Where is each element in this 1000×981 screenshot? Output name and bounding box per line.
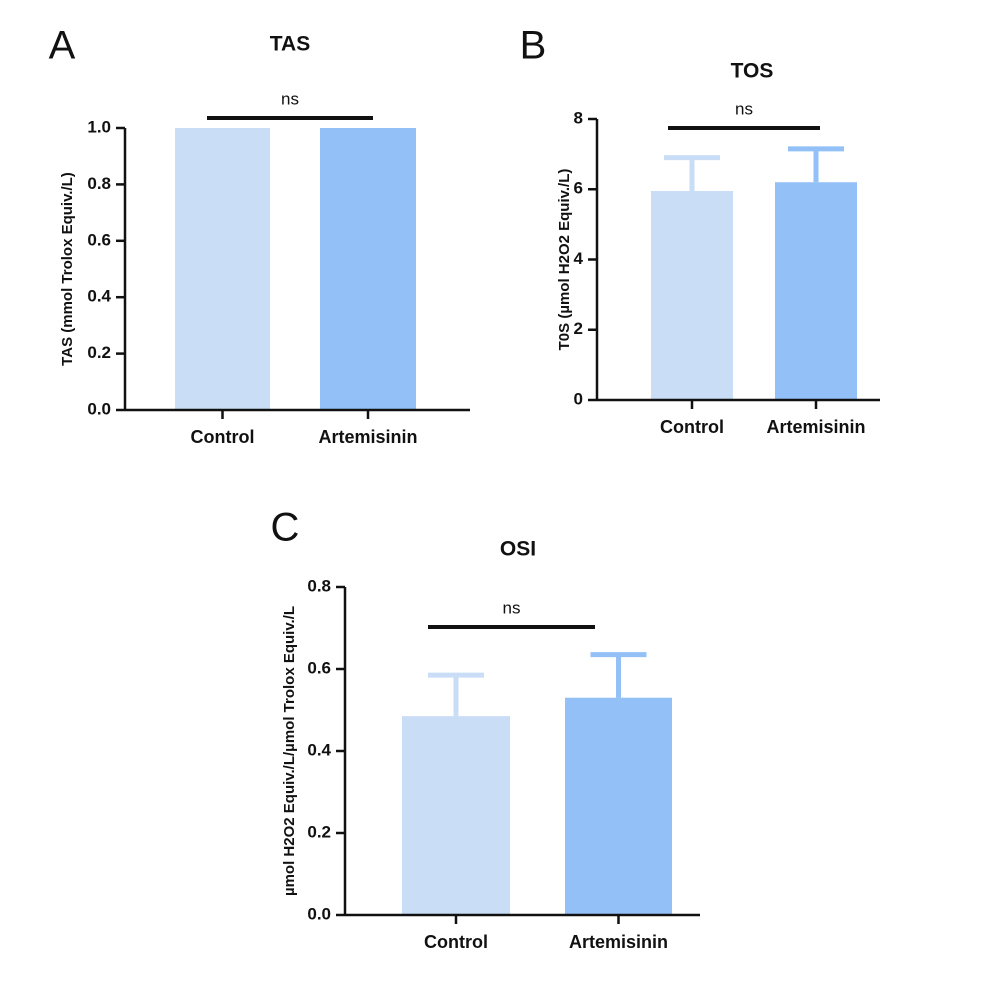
x-tick-label: Control: [424, 932, 488, 952]
y-axis-label: T0S (µmol H2O2 Equiv./L): [556, 169, 573, 351]
y-tick-label: 0.4: [87, 287, 111, 306]
significance-label: ns: [281, 89, 299, 108]
x-tick-label: Artemisinin: [318, 427, 417, 447]
y-tick-label: 0.8: [307, 576, 331, 595]
y-tick-label: 0.8: [87, 174, 111, 193]
y-tick-label: 0.6: [307, 658, 331, 677]
panel-label: C: [271, 506, 300, 550]
bar: [651, 191, 733, 400]
bar: [775, 182, 857, 400]
y-tick-label: 0.0: [307, 904, 331, 923]
y-tick-label: 0.4: [307, 740, 331, 759]
x-tick-label: Control: [660, 417, 724, 437]
panel-label: B: [520, 24, 547, 68]
x-tick-label: Artemisinin: [766, 417, 865, 437]
y-tick-label: 8: [574, 108, 583, 127]
bar: [320, 128, 416, 410]
y-tick-label: 0.0: [87, 399, 111, 418]
bar: [565, 697, 672, 915]
y-tick-label: 0: [574, 389, 583, 408]
y-tick-label: 2: [574, 319, 583, 338]
bar: [175, 128, 270, 410]
y-tick-label: 0.2: [307, 822, 331, 841]
y-tick-label: 0.6: [87, 230, 111, 249]
panel-label: A: [49, 24, 76, 68]
y-axis-label: TAS (mmol Trolox Equiv./L): [59, 172, 76, 366]
significance-label: ns: [503, 598, 521, 617]
chart-title: TAS: [270, 33, 310, 56]
significance-label: ns: [735, 99, 753, 118]
y-tick-label: 6: [574, 179, 583, 198]
y-tick-label: 4: [574, 249, 584, 268]
y-tick-label: 0.2: [87, 343, 111, 362]
bar: [402, 716, 510, 915]
chart-title: OSI: [500, 538, 536, 561]
chart-title: TOS: [731, 60, 774, 83]
y-axis-label: µmol H2O2 Equiv./L/µmol Trolox Equiv./L: [281, 606, 298, 896]
y-tick-label: 1.0: [87, 117, 111, 136]
x-tick-label: Artemisinin: [569, 932, 668, 952]
x-tick-label: Control: [191, 427, 255, 447]
